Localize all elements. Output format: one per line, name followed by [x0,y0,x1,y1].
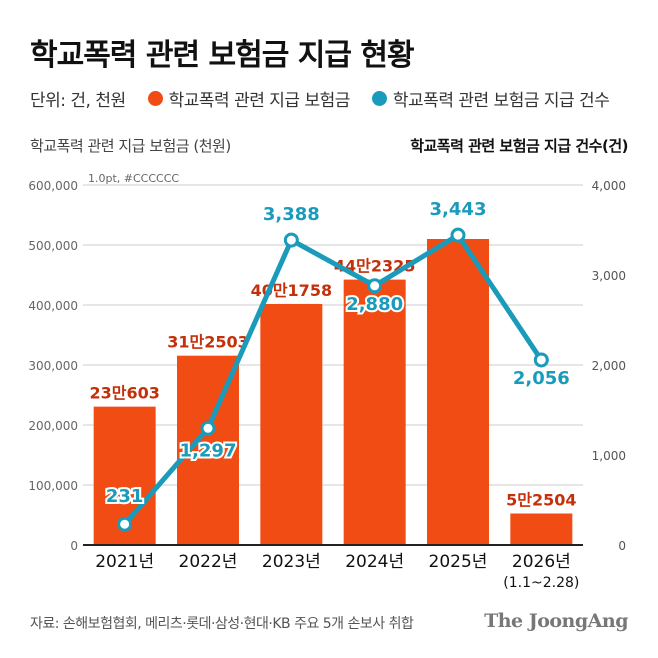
bar-data-label: 23만603 [89,384,159,403]
bar-data-label: 31만2503 [167,333,249,352]
x-tick-label: 2026년 [512,552,571,572]
grid-note: 1.0pt, #CCCCCC [88,172,180,185]
bar [343,279,406,545]
x-tick-sublabel: (1.1~2.28) [503,575,579,591]
y-left-tick-label: 600,000 [28,179,78,193]
y-left-tick-label: 400,000 [28,299,78,313]
y-right-tick-label: 1,000 [592,449,626,463]
y-right-tick-label: 2,000 [592,359,626,373]
count-point [450,227,466,243]
bar-data-label: 5만2504 [506,490,576,509]
bar [260,303,323,545]
line-data-label: 3,388 [263,204,320,225]
y-left-tick-label: 500,000 [28,239,78,253]
legend-item-count: 학교폭력 관련 보험금 지급 건수 [392,91,610,111]
chart-title: 학교폭력 관련 보험금 지급 현황 [30,38,415,73]
y-left-tick-label: 200,000 [28,419,78,433]
legend-dot-orange-icon [147,91,163,106]
y-right-tick-label: 4,000 [592,179,626,193]
x-tick-label: 2024년 [345,552,404,572]
y-left-tick-label: 0 [70,539,78,553]
count-line [122,232,544,526]
count-point [117,516,133,532]
x-tick-label: 2021년 [95,552,154,572]
bar-data-label: 40만1758 [251,281,333,300]
count-point [367,278,383,294]
y-axis-right-label: 학교폭력 관련 보험금 지급 건수(건) [410,137,628,155]
legend-item-amount: 학교폭력 관련 지급 보험금 [168,91,351,111]
y-left-tick-label: 300,000 [28,359,78,373]
unit-label: 단위: 건, 천원 [30,91,126,111]
y-axis-left-label: 학교폭력 관련 지급 보험금 (천원) [30,137,231,155]
count-point [533,352,549,368]
bar [510,513,573,545]
line-data-label: 1,297 [180,440,237,461]
x-tick-label: 2023년 [262,552,321,572]
count-point [283,232,299,248]
source: 자료: 손해보험협회, 메리츠·롯데·삼성·현대·KB 주요 5개 손보사 취합 [30,616,414,632]
legend-dot-teal-icon [371,91,387,106]
line-data-label: 231 [106,486,144,507]
x-tick-label: 2022년 [179,552,238,572]
y-right-tick-label: 0 [618,539,626,553]
line-data-label: 3,443 [430,199,487,220]
bar [427,239,489,545]
line-data-label: 2,056 [513,368,570,389]
legend: 단위: 건, 천원 학교폭력 관련 지급 보험금 학교폭력 관련 보험금 지급 … [30,86,610,111]
count-point [200,420,216,436]
logo: The JoongAng [484,610,628,632]
x-tick-label: 2025년 [429,552,488,572]
line-data-label: 2,880 [346,294,403,315]
y-right-tick-label: 3,000 [592,269,626,283]
y-left-tick-label: 100,000 [28,479,78,493]
